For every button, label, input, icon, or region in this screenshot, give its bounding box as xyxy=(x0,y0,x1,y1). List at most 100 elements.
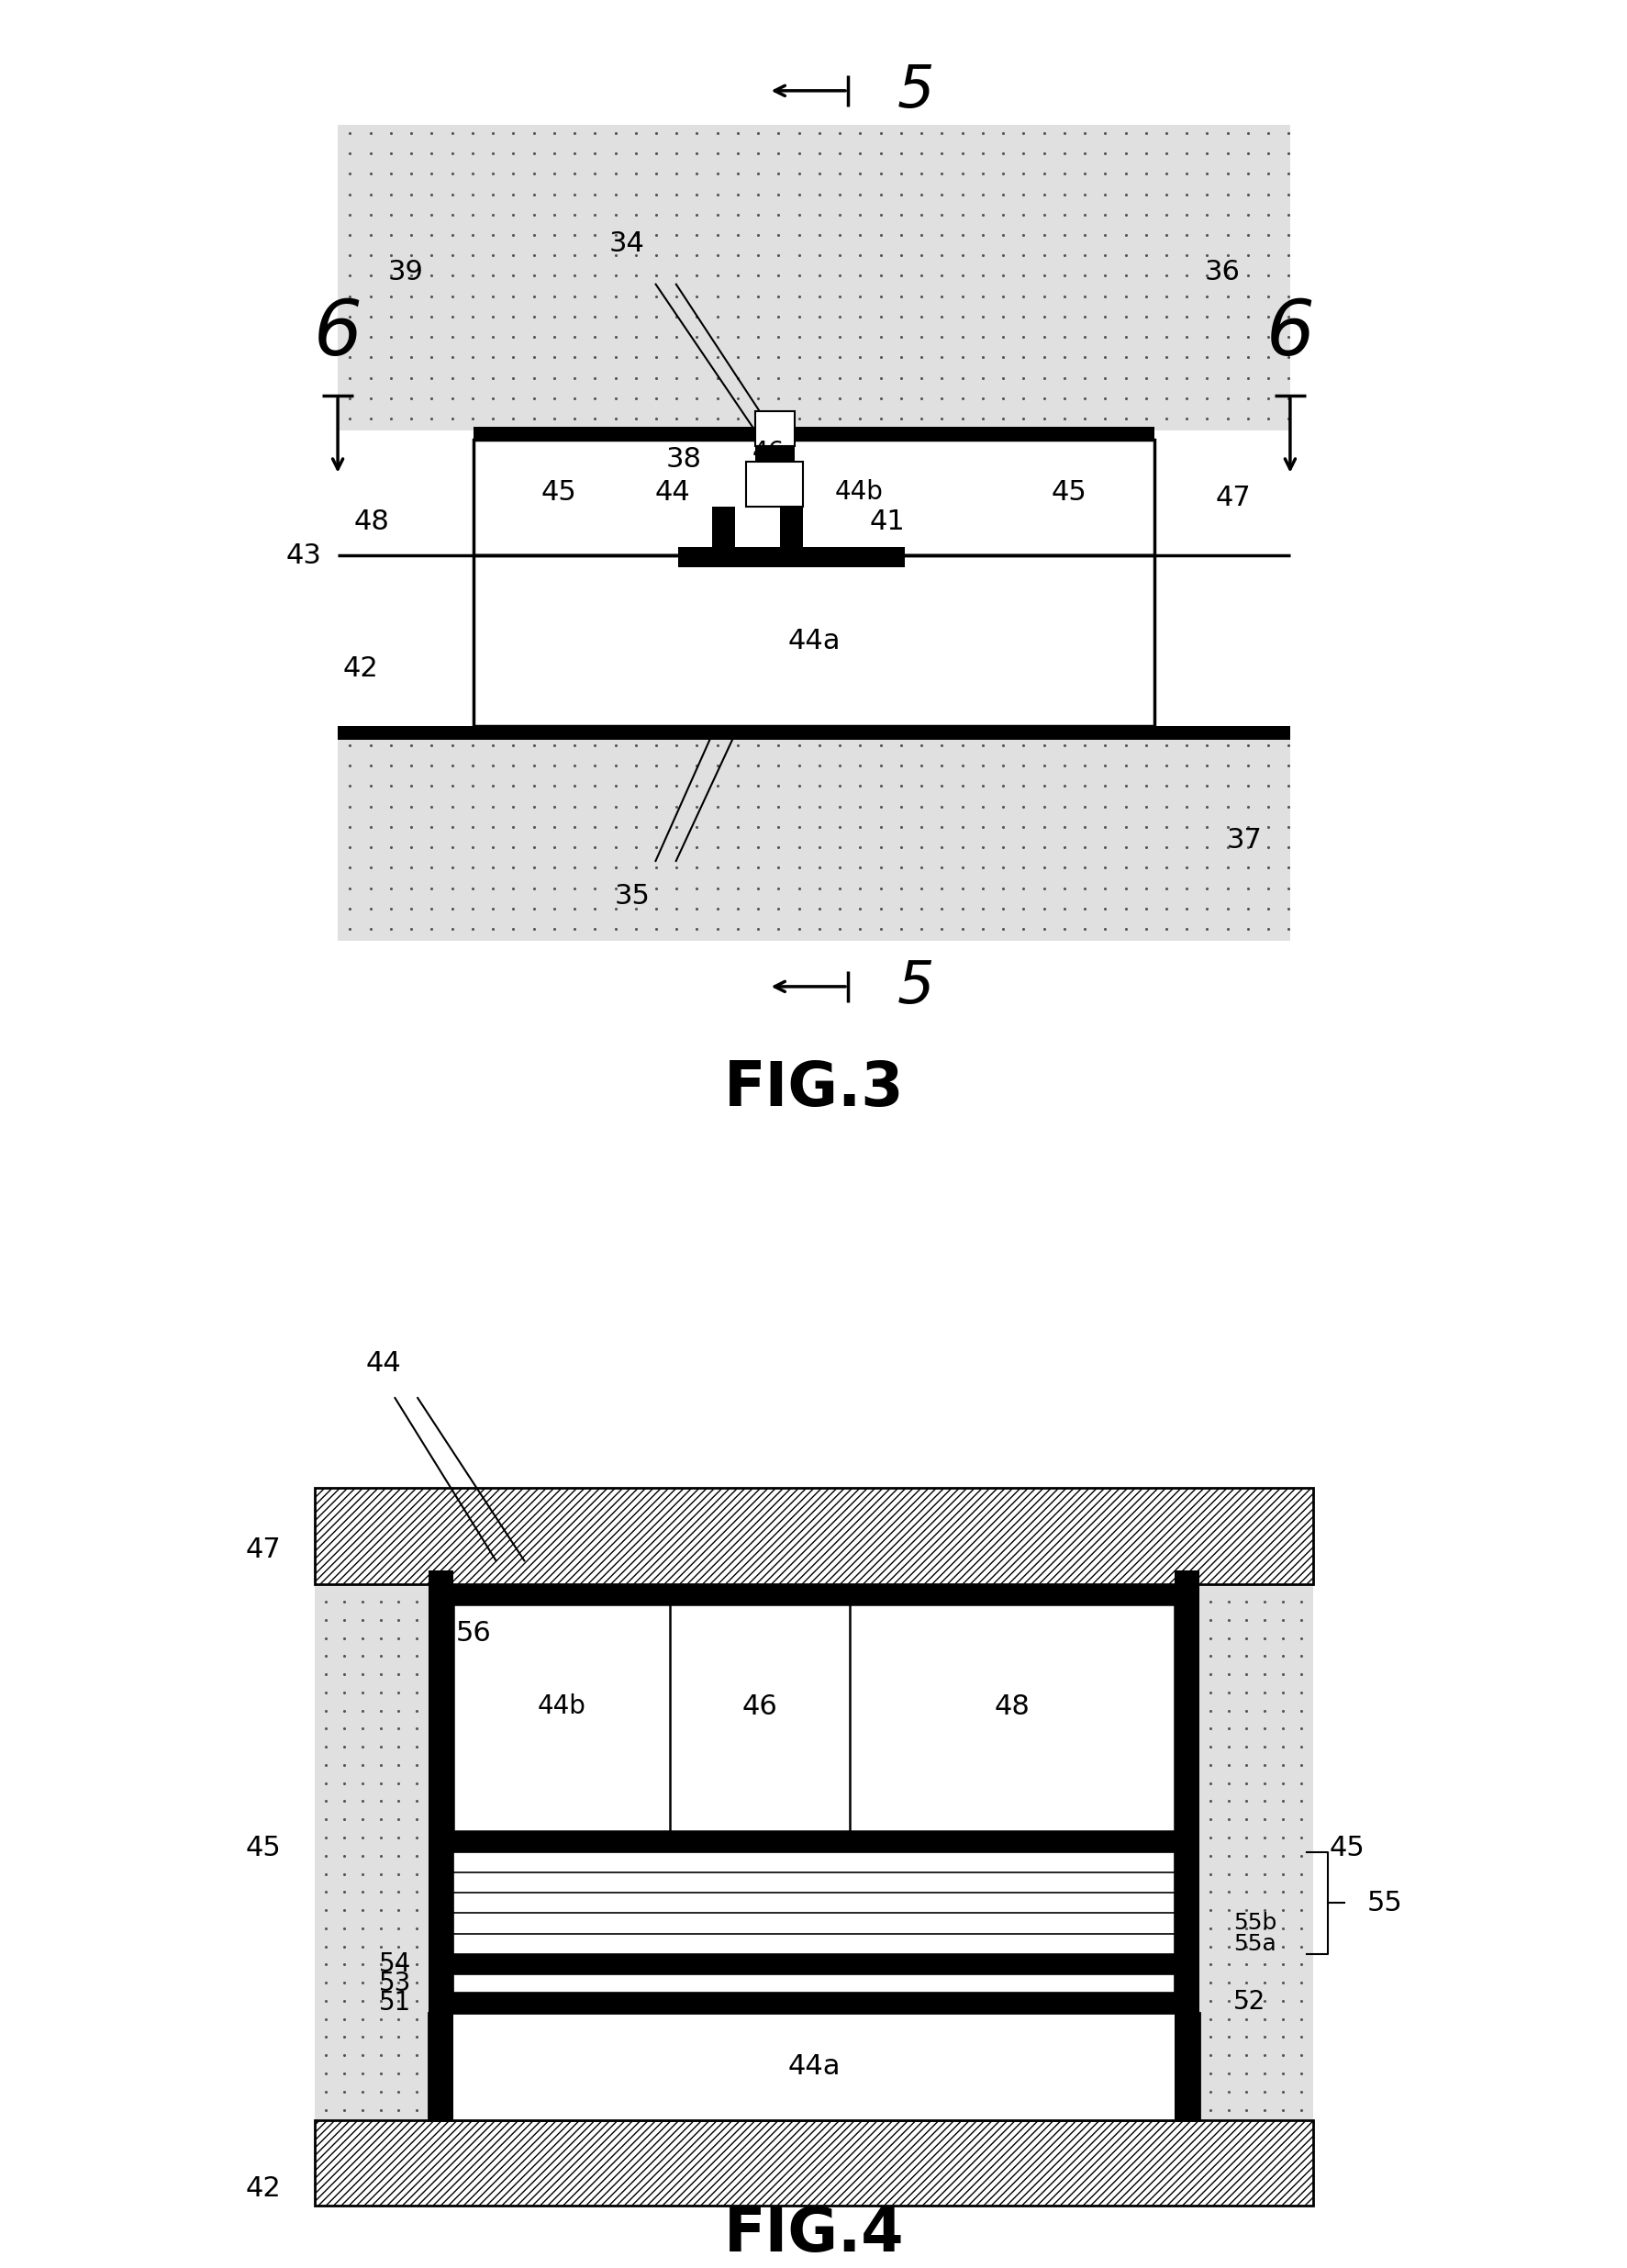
Point xyxy=(848,1622,874,1658)
Point xyxy=(651,1803,677,1839)
Point xyxy=(439,197,465,234)
Point xyxy=(377,320,403,356)
Point xyxy=(765,177,791,213)
Point xyxy=(542,1785,568,1821)
Point xyxy=(350,1674,376,1710)
Point xyxy=(1010,1603,1036,1640)
Point xyxy=(643,748,669,785)
Point xyxy=(1069,508,1095,544)
Point xyxy=(1287,1855,1313,1892)
Point xyxy=(765,769,791,805)
Point xyxy=(887,259,913,295)
Point xyxy=(643,769,669,805)
Point xyxy=(1132,810,1158,846)
Point xyxy=(623,156,649,193)
Point xyxy=(1111,218,1137,254)
Point xyxy=(765,218,791,254)
Point xyxy=(1269,2037,1295,2073)
Point xyxy=(312,2073,338,2109)
Point xyxy=(459,748,485,785)
Point xyxy=(368,1656,394,1692)
Point xyxy=(403,1619,430,1656)
Point xyxy=(439,748,465,785)
Text: 6: 6 xyxy=(314,297,361,370)
Point xyxy=(521,361,547,397)
Point xyxy=(1084,1694,1110,1730)
Point xyxy=(524,1749,550,1785)
Point xyxy=(919,1803,945,1839)
Point xyxy=(1137,1803,1163,1839)
Point xyxy=(1235,279,1261,315)
Point xyxy=(368,1710,394,1746)
Point xyxy=(368,1728,394,1765)
Point xyxy=(1251,1619,1277,1656)
Point xyxy=(540,789,566,826)
Point xyxy=(887,871,913,907)
Point xyxy=(350,2073,376,2109)
Point xyxy=(1071,748,1097,785)
Point xyxy=(887,299,913,336)
Point xyxy=(1215,1801,1241,1837)
Point xyxy=(805,912,831,948)
Point xyxy=(337,218,363,254)
Point xyxy=(1051,728,1077,764)
Point xyxy=(929,320,955,356)
Point xyxy=(939,1749,965,1785)
Point xyxy=(337,748,363,785)
Point xyxy=(970,238,996,274)
Point xyxy=(1010,238,1036,274)
Point xyxy=(745,238,771,274)
Point xyxy=(970,830,996,866)
Point xyxy=(330,2000,356,2037)
Point xyxy=(726,490,752,526)
Point xyxy=(312,1746,338,1783)
Point xyxy=(745,381,771,417)
Point xyxy=(827,871,853,907)
Point xyxy=(664,769,690,805)
Point xyxy=(1233,1656,1259,1692)
Point xyxy=(1033,435,1059,472)
Point xyxy=(399,728,425,764)
Point xyxy=(1152,340,1178,376)
Point xyxy=(664,218,690,254)
Point xyxy=(1269,1583,1295,1619)
Point xyxy=(1276,810,1302,846)
Point xyxy=(330,2019,356,2055)
Point xyxy=(1251,1837,1277,1873)
Point xyxy=(330,1728,356,1765)
Point xyxy=(997,526,1023,562)
Point xyxy=(1106,526,1132,562)
Point xyxy=(704,136,731,172)
Point xyxy=(581,830,607,866)
Point xyxy=(883,1694,909,1730)
Point xyxy=(992,1676,1019,1712)
Point xyxy=(386,1565,412,1601)
Point xyxy=(827,401,853,438)
Point xyxy=(1235,810,1261,846)
Point xyxy=(1276,218,1302,254)
Point xyxy=(846,136,872,172)
Point xyxy=(368,1783,394,1819)
Point xyxy=(1046,1785,1072,1821)
Point xyxy=(1254,728,1280,764)
Point xyxy=(901,1803,927,1839)
Point xyxy=(469,1622,495,1658)
Point xyxy=(439,361,465,397)
Point xyxy=(1132,361,1158,397)
Point xyxy=(1030,320,1056,356)
Point xyxy=(1215,1982,1241,2019)
Point xyxy=(975,1676,1001,1712)
Point xyxy=(1269,1982,1295,2019)
Point xyxy=(745,830,771,866)
Point xyxy=(350,2037,376,2073)
Point xyxy=(867,891,893,928)
Point xyxy=(975,1694,1001,1730)
Point xyxy=(929,401,955,438)
Point xyxy=(1010,789,1036,826)
Text: 44: 44 xyxy=(654,479,690,506)
Point xyxy=(499,381,526,417)
Point xyxy=(1276,177,1302,213)
Point xyxy=(418,259,444,295)
Point xyxy=(1215,1928,1241,1964)
Point xyxy=(403,1892,430,1928)
